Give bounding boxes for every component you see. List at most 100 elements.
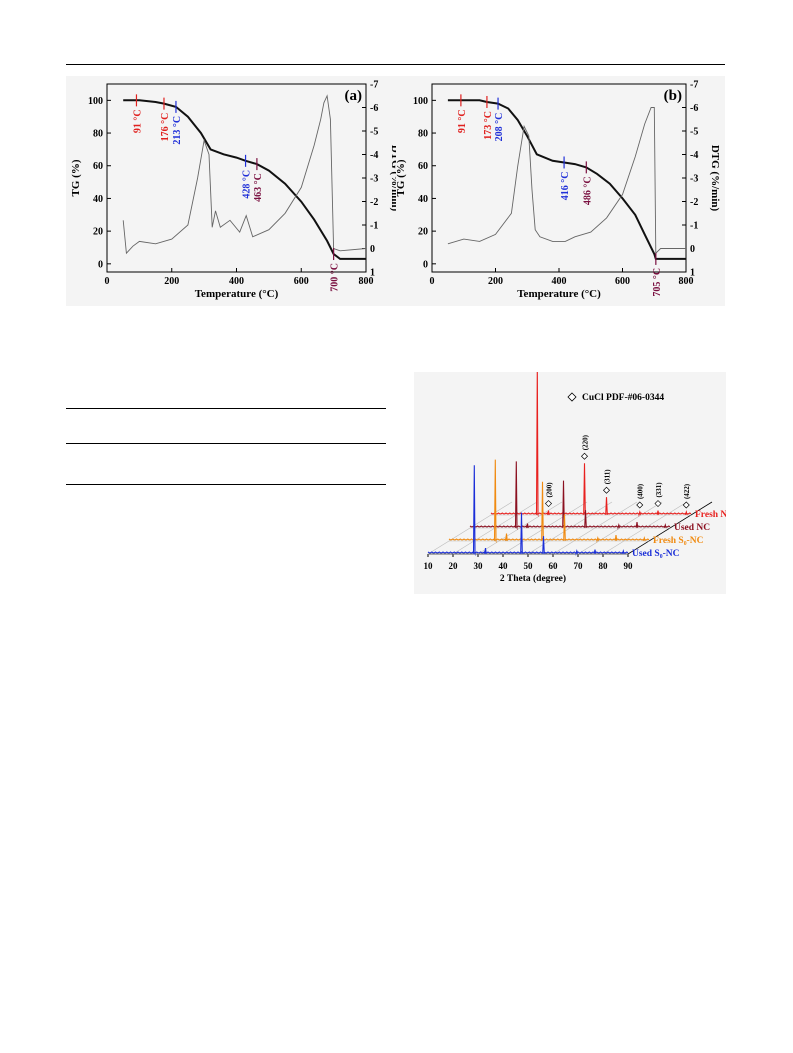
xrd-reflection-marker [603, 486, 610, 494]
annotation-label: 91 °C [457, 109, 468, 133]
xrd-chart: 10 20 30 40 50 60 70 80 90 2 Theta (degree) Fresh … [424, 372, 726, 584]
xrd-x-axis-title: 2 Theta (degree) [500, 573, 566, 584]
annotation-label: 176 °C [160, 113, 171, 142]
xrd-x-tick-label: 80 [599, 561, 609, 571]
xrd-reflection-marker [581, 452, 588, 460]
y-left-tick-label: 20 [418, 227, 428, 238]
annotation-label: 700 °C [330, 263, 341, 292]
x-tick-label: 600 [615, 276, 630, 287]
annotation-label: 705 °C [652, 268, 663, 297]
xrd-reflection-marker [636, 501, 644, 509]
xrd-x-tick-label: 40 [499, 561, 509, 571]
y-left-tick-label: 40 [418, 194, 428, 205]
y-right-tick-label: 0 [370, 244, 375, 255]
y-right-tick-label: -6 [690, 103, 698, 114]
dtg-curve [447, 107, 686, 255]
y-left-tick-label: 40 [93, 194, 103, 205]
x-tick-label: 800 [679, 276, 694, 287]
xrd-pattern-3 [427, 465, 629, 557]
xrd-series-label: Used NC [674, 523, 710, 533]
xrd-legend-label: CuCl PDF-#06-0344 [582, 393, 664, 403]
x-tick-label: 200 [164, 276, 179, 287]
tg-curve [447, 99, 686, 260]
xrd-x-tick-label: 70 [574, 561, 584, 571]
y-right-tick-label: -7 [370, 80, 378, 91]
plot-frame [431, 83, 687, 273]
xrd-series-label: Fresh NC [695, 510, 726, 520]
x-axis-title: Temperature (°C) [195, 288, 279, 300]
annotation-label: 428 °C [242, 170, 253, 199]
y-right-tick-label: -4 [690, 150, 698, 161]
y-right-tick-label: -2 [690, 197, 698, 208]
y-left-tick-label: 60 [418, 161, 428, 172]
y-right-tick-label: -3 [690, 174, 698, 185]
xrd-reflection-marker [545, 500, 552, 508]
annotation-label: 91 °C [132, 109, 143, 133]
xrd-x-tick-label: 10 [424, 561, 434, 571]
y-left-tick-label: 0 [423, 259, 428, 270]
xrd-x-tick-label: 60 [549, 561, 559, 571]
y-right-tick-label: 0 [690, 244, 695, 255]
page-header-rule [66, 64, 725, 65]
dtg-curve [122, 94, 367, 255]
xrd-figure-background [414, 372, 726, 594]
xrd-pattern-1 [469, 461, 671, 531]
xrd-series-label: Fresh S₀-NC [653, 536, 704, 546]
annotation-label: 173 °C [483, 111, 494, 140]
xrd-hkl-label: (400) [637, 483, 645, 499]
table-top-rule [66, 408, 386, 409]
y-right-tick-label: -1 [370, 221, 378, 232]
y-right-tick-label: -7 [690, 80, 698, 91]
x-tick-label: 0 [105, 276, 110, 287]
y-left-tick-label: 0 [98, 259, 103, 270]
x-tick-label: 200 [488, 276, 503, 287]
x-tick-label: 0 [430, 276, 435, 287]
panel-label: (a) [345, 88, 363, 104]
y-left-tick-label: 80 [418, 129, 428, 140]
tg-curve [123, 99, 366, 260]
table-middle-rule [66, 443, 386, 444]
x-tick-label: 600 [294, 276, 309, 287]
y-left-axis-title: TG (%) [395, 159, 407, 196]
tga-panel-b: 0 200 400 600 800 0 20 40 60 80 100 -7 -6 -5 -4 -3 -2 -1 0… [395, 80, 721, 301]
y-right-tick-label: -2 [370, 197, 378, 208]
y-left-tick-label: 20 [93, 227, 103, 238]
y-right-tick-label: -3 [370, 174, 378, 185]
y-left-tick-label: 60 [93, 161, 103, 172]
table-bottom-rule [66, 484, 386, 485]
y-right-axis-title: DTG (%/min) [709, 145, 721, 212]
xrd-pattern-2 [448, 459, 650, 544]
xrd-series-label: Used S₀-NC [632, 549, 680, 559]
xrd-hkl-label: (422) [683, 483, 691, 499]
xrd-hkl-label: (200) [546, 482, 554, 498]
xrd-x-tick-label: 50 [524, 561, 534, 571]
y-right-tick-label: 1 [370, 268, 375, 279]
annotation-label: 208 °C [494, 113, 505, 142]
y-left-tick-label: 80 [93, 129, 103, 140]
y-left-tick-label: 100 [88, 96, 103, 107]
y-right-tick-label: -5 [370, 127, 378, 138]
y-right-tick-label: -4 [370, 150, 378, 161]
xrd-reflection-marker [654, 500, 662, 508]
x-axis-title: Temperature (°C) [517, 288, 601, 300]
y-right-axis-title: DTG (%/min) [389, 145, 396, 212]
xrd-x-tick-label: 30 [474, 561, 484, 571]
panel-label: (b) [664, 88, 682, 104]
xrd-pattern-0 [490, 372, 692, 518]
y-right-tick-label: 1 [690, 268, 695, 279]
annotation-label: 463 °C [253, 173, 264, 202]
xrd-hkl-label: (220) [582, 434, 590, 450]
x-tick-label: 400 [229, 276, 244, 287]
xrd-hkl-label: (311) [604, 469, 612, 484]
annotation-label: 213 °C [172, 116, 183, 145]
xrd-legend-marker [567, 392, 577, 402]
xrd-reflection-marker [682, 501, 690, 509]
y-right-tick-label: -5 [690, 127, 698, 138]
annotation-label: 416 °C [560, 171, 571, 200]
x-tick-label: 400 [552, 276, 567, 287]
y-right-tick-label: -1 [690, 221, 698, 232]
xrd-hkl-label: (331) [655, 482, 663, 498]
y-right-tick-label: -6 [370, 103, 378, 114]
tga-panel-a: 0 200 400 600 800 0 20 40 60 80 100 -7 -6 -5 -4 -3 -2 -1 0… [70, 80, 396, 301]
y-left-axis-title: TG (%) [70, 159, 82, 196]
